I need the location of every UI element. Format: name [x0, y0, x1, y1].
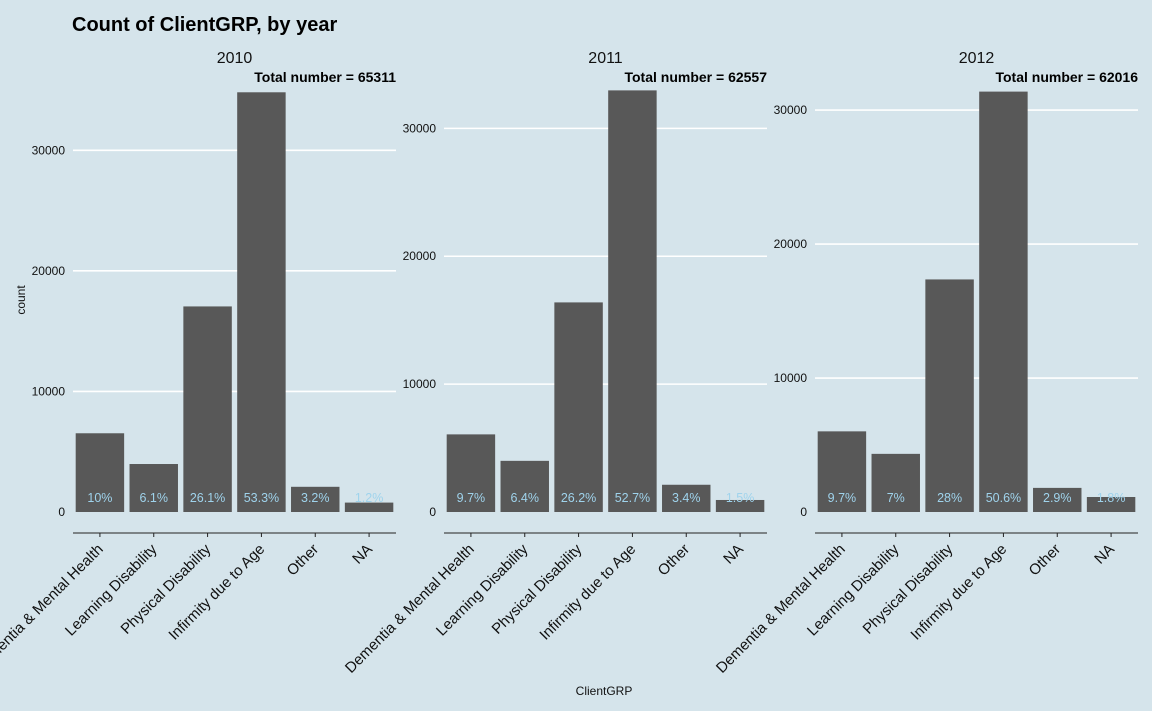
y-tick-label: 30000 — [774, 103, 808, 117]
panel-year-label: 2012 — [959, 50, 995, 67]
percent-label: 26.2% — [561, 491, 596, 505]
y-axis-label: count — [14, 285, 28, 315]
y-tick-label: 20000 — [774, 237, 808, 251]
y-tick-label: 10000 — [32, 384, 66, 398]
x-tick-label: Other — [284, 541, 323, 580]
y-tick-label: 10000 — [774, 371, 808, 385]
bar-1 — [500, 460, 549, 512]
bar-5 — [1086, 496, 1136, 512]
percent-label: 50.6% — [986, 491, 1021, 505]
percent-label: 53.3% — [244, 491, 279, 505]
panel-year-label: 2011 — [588, 50, 623, 67]
percent-label: 52.7% — [615, 491, 650, 505]
percent-label: 1.2% — [355, 491, 384, 505]
y-tick-label: 30000 — [32, 143, 66, 157]
y-tick-label: 0 — [429, 505, 436, 519]
bar-3 — [608, 90, 657, 512]
bar-1 — [129, 464, 178, 512]
x-tick-label: NA — [349, 541, 376, 568]
y-tick-label: 20000 — [403, 249, 437, 263]
y-tick-label: 10000 — [403, 377, 437, 391]
y-tick-label: 20000 — [32, 264, 66, 278]
x-tick-label: Infirmity due to Age — [907, 541, 1010, 644]
x-axis-label: ClientGRP — [576, 684, 633, 698]
y-tick-label: 0 — [58, 505, 65, 519]
bar-5 — [715, 499, 765, 512]
percent-label: 3.2% — [301, 491, 330, 505]
chart-title: Count of ClientGRP, by year — [72, 14, 337, 36]
x-tick-label: Learning Disability — [804, 540, 903, 639]
y-tick-label: 30000 — [403, 121, 437, 135]
percent-label: 28% — [937, 491, 962, 505]
percent-label: 9.7% — [828, 491, 857, 505]
percent-label: 1.8% — [1097, 491, 1126, 505]
percent-label: 6.1% — [140, 491, 169, 505]
bar-1 — [871, 453, 920, 512]
total-number-label: Total number = 65311 — [254, 69, 396, 85]
total-number-label: Total number = 62557 — [624, 69, 767, 85]
x-tick-label: Learning Disability — [62, 540, 161, 639]
bar-2 — [554, 302, 603, 512]
x-tick-label: Physical Disability — [860, 540, 957, 637]
x-tick-label: Infirmity due to Age — [536, 541, 639, 644]
bar-4 — [291, 486, 340, 512]
x-tick-label: Learning Disability — [433, 540, 532, 639]
percent-label: 3.4% — [672, 491, 701, 505]
bar-2 — [925, 279, 974, 512]
x-tick-label: Physical Disability — [118, 540, 215, 637]
bar-5 — [344, 502, 394, 512]
bar-0 — [446, 434, 496, 512]
percent-label: 6.4% — [511, 491, 540, 505]
panel-year-label: 2010 — [217, 50, 253, 67]
x-tick-label: NA — [1091, 541, 1118, 568]
percent-label: 26.1% — [190, 491, 225, 505]
bar-0 — [75, 433, 125, 512]
bar-0 — [817, 431, 867, 512]
x-tick-label: NA — [720, 541, 747, 568]
bar-3 — [237, 92, 286, 512]
total-number-label: Total number = 62016 — [995, 69, 1138, 85]
bar-2 — [183, 306, 232, 512]
x-tick-label: Other — [655, 541, 694, 580]
x-tick-label: Other — [1026, 541, 1065, 580]
percent-label: 1.5% — [726, 491, 755, 505]
x-tick-label: Physical Disability — [489, 540, 586, 637]
y-tick-label: 0 — [800, 505, 807, 519]
x-tick-label: Infirmity due to Age — [165, 541, 268, 644]
percent-label: 10% — [87, 491, 112, 505]
percent-label: 7% — [887, 491, 905, 505]
bar-4 — [1033, 487, 1082, 512]
percent-label: 9.7% — [457, 491, 486, 505]
bar-3 — [979, 91, 1028, 513]
percent-label: 2.9% — [1043, 491, 1072, 505]
bar-4 — [662, 484, 711, 512]
